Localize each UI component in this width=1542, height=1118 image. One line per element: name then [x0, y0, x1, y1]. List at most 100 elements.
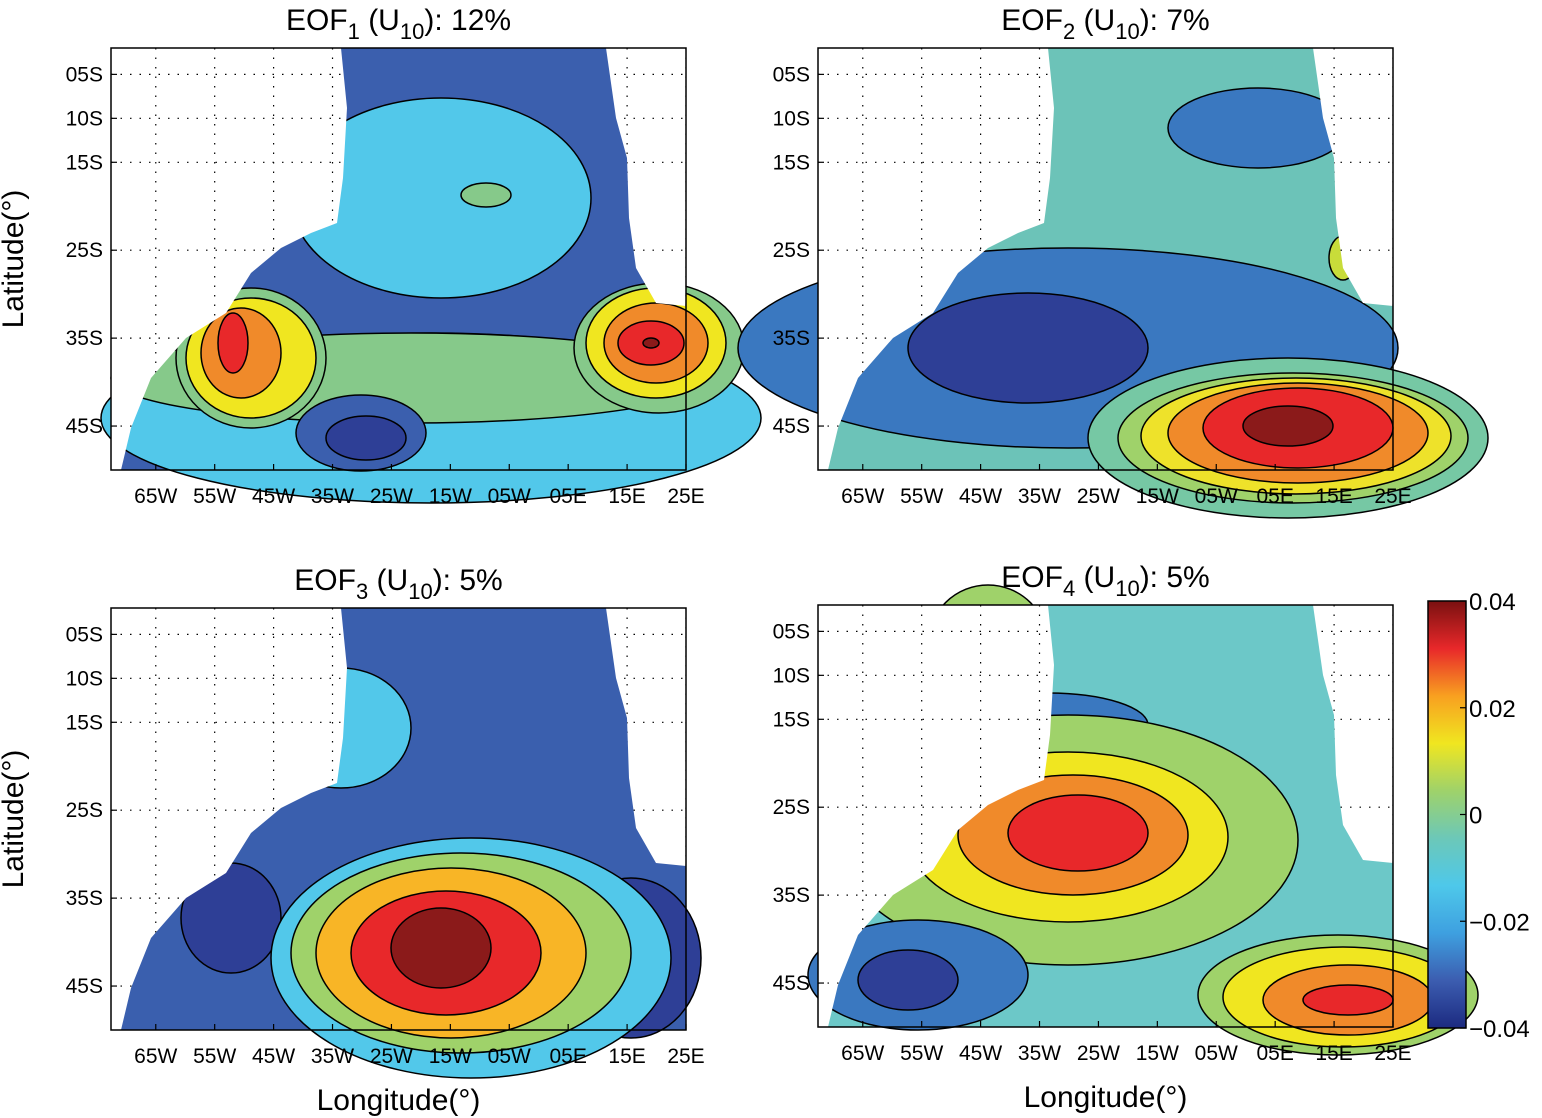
contour-region — [460, 182, 512, 208]
y-tick-label: 35S — [773, 327, 810, 350]
colorbar-tick-label: −0.04 — [1469, 1016, 1530, 1043]
x-tick-label: 55W — [900, 485, 943, 508]
x-tick-label: 05W — [488, 485, 531, 508]
colorbar-tick-label: 0.04 — [1469, 589, 1516, 616]
y-tick-label: 10S — [773, 664, 810, 687]
land — [818, 48, 1054, 470]
x-tick-label: 15E — [608, 1045, 645, 1068]
x-tick-label: 05E — [1256, 1042, 1293, 1065]
contour-region — [907, 292, 1149, 404]
x-tick-label: 25E — [667, 485, 704, 508]
x-tick-label: 15E — [1315, 485, 1352, 508]
title-subscript: 3 — [356, 579, 368, 604]
x-tick-label: 35W — [1018, 1042, 1061, 1065]
land — [111, 608, 347, 1030]
x-tick-label: 25W — [370, 485, 413, 508]
y-tick-label: 35S — [773, 884, 810, 907]
y-tick-label: 45S — [773, 415, 810, 438]
x-tick-label: 25W — [1077, 485, 1120, 508]
title-part: EOF — [294, 564, 356, 597]
contour-region — [390, 907, 492, 989]
x-tick-label: 15W — [1136, 485, 1179, 508]
y-tick-label: 10S — [66, 667, 103, 690]
title-subscript: 10 — [408, 579, 432, 604]
y-tick-label: 25S — [66, 239, 103, 262]
plot-frame — [817, 47, 1394, 471]
y-tick-label: 35S — [66, 327, 103, 350]
panel: 65W 55W 45W 35W 25W 15W 05W 05E 15E 25E 05S 10S 15S 2… — [773, 561, 1479, 1114]
y-tick-label: 05S — [66, 623, 103, 646]
title-part: (U — [1075, 4, 1115, 37]
panel-title: EOF4 (U10): 5% — [1001, 561, 1209, 601]
x-tick-label: 35W — [1018, 485, 1061, 508]
plot-frame — [817, 604, 1394, 1028]
y-tick-label: 15S — [773, 151, 810, 174]
title-part: EOF — [1001, 4, 1063, 37]
x-tick-label: 65W — [841, 1042, 884, 1065]
x-tick-label: 05E — [1256, 485, 1293, 508]
colorbar-tick-label: 0.02 — [1469, 696, 1516, 723]
y-tick-label: 25S — [773, 239, 810, 262]
panel: 65W 55W 45W 35W 25W 15W 05W 05E 15E 25E 05S 10S 15S 2… — [0, 564, 705, 1117]
x-axis-label: Longitude(°) — [1024, 1081, 1188, 1114]
title-part: (U — [368, 564, 408, 597]
land — [818, 605, 1054, 1027]
contour-region — [642, 337, 660, 349]
y-tick-label: 25S — [773, 796, 810, 819]
x-tick-label: 05W — [488, 1045, 531, 1068]
title-part: ): 5% — [433, 564, 503, 597]
y-tick-label: 10S — [66, 107, 103, 130]
x-tick-label: 15W — [1136, 1042, 1179, 1065]
land — [111, 48, 347, 470]
title-part: ): 5% — [1140, 561, 1210, 594]
x-tick-label: 25E — [1374, 1042, 1411, 1065]
contour-region — [1302, 984, 1394, 1016]
plot-frame — [110, 47, 687, 471]
title-subscript: 10 — [400, 19, 424, 44]
x-tick-label: 05E — [549, 1045, 586, 1068]
title-part: ): 12% — [424, 4, 511, 37]
y-tick-label: 05S — [773, 63, 810, 86]
x-tick-label: 65W — [134, 485, 177, 508]
panel-title: EOF3 (U10): 5% — [294, 564, 502, 604]
x-tick-label: 35W — [311, 485, 354, 508]
x-tick-label: 25E — [1374, 485, 1411, 508]
x-tick-label: 25W — [1077, 1042, 1120, 1065]
plot-frame — [110, 607, 687, 1031]
x-tick-label: 15E — [608, 485, 645, 508]
y-tick-label: 45S — [773, 972, 810, 995]
x-tick-label: 05W — [1195, 485, 1238, 508]
y-tick-label: 15S — [66, 711, 103, 734]
panel-title: EOF1 (U10): 12% — [286, 4, 511, 44]
y-axis-label: Latitude(°) — [0, 190, 30, 329]
panel: 65W 55W 45W 35W 25W 15W 05W 05E 15E 25E 05S 10S 15S 2… — [0, 4, 762, 508]
x-tick-label: 65W — [841, 485, 884, 508]
colorbar-tick-label: −0.02 — [1469, 909, 1530, 936]
colorbar-tick-label: 0 — [1469, 803, 1482, 830]
y-tick-label: 10S — [773, 107, 810, 130]
x-tick-label: 45W — [252, 1045, 295, 1068]
y-axis-label: Latitude(°) — [0, 750, 30, 889]
x-tick-label: 15W — [429, 485, 472, 508]
title-subscript: 10 — [1115, 19, 1139, 44]
contour-region — [217, 312, 249, 374]
colorbar — [1427, 600, 1467, 1029]
x-tick-label: 05W — [1195, 1042, 1238, 1065]
x-tick-label: 65W — [134, 1045, 177, 1068]
x-tick-label: 55W — [900, 1042, 943, 1065]
title-part: ): 7% — [1140, 4, 1210, 37]
contour-region — [325, 415, 407, 461]
title-subscript: 2 — [1063, 19, 1075, 44]
x-tick-label: 45W — [959, 485, 1002, 508]
x-tick-label: 25E — [667, 1045, 704, 1068]
title-part: (U — [1075, 561, 1115, 594]
x-tick-label: 15W — [429, 1045, 472, 1068]
contour-region — [1242, 405, 1334, 447]
panel: 65W 55W 45W 35W 25W 15W 05W 05E 15E 25E 05S 10S 15S 2… — [737, 4, 1489, 519]
land — [606, 608, 686, 866]
land — [606, 48, 686, 306]
contour-region — [1007, 794, 1149, 872]
y-tick-label: 15S — [66, 151, 103, 174]
x-tick-label: 05E — [549, 485, 586, 508]
